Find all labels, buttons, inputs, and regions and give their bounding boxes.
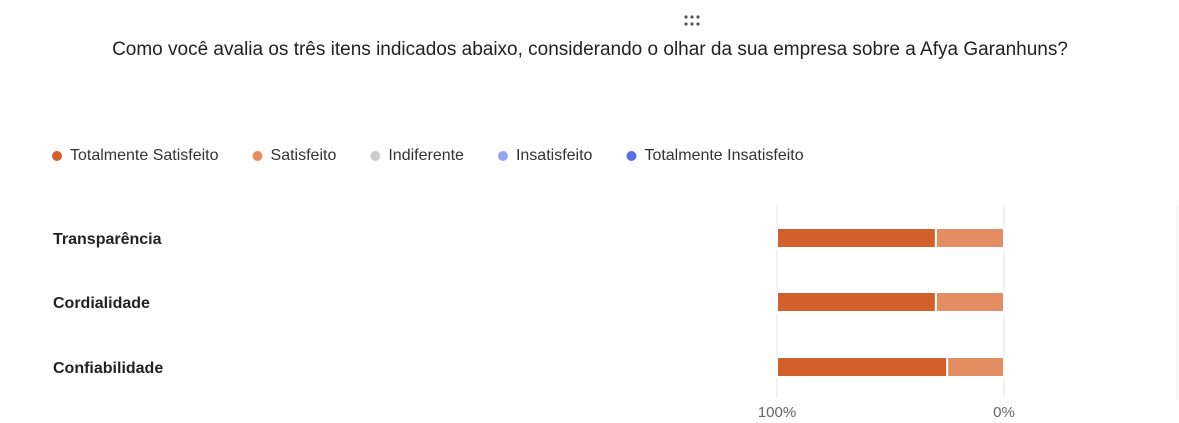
drag-handle[interactable] (684, 15, 700, 26)
x-tick-label: 0% (993, 404, 1015, 421)
legend-label: Satisfeito (271, 147, 337, 164)
legend-label: Indiferente (388, 147, 464, 164)
legend-label: Totalmente Insatisfeito (644, 147, 803, 164)
bar-segment (934, 227, 1006, 249)
legend-marker (626, 151, 637, 161)
bar-segment (934, 291, 1006, 313)
legend-marker (370, 151, 381, 161)
category-label: Cordialidade (53, 295, 150, 312)
legend-marker (52, 151, 62, 161)
chart-title: Como você avalia os três itens indicados… (112, 39, 1068, 60)
bar-segment (776, 291, 937, 313)
bar-segment (946, 356, 1005, 378)
bar-segment (776, 227, 937, 249)
category-label: Confiabilidade (53, 360, 163, 377)
legend-marker (497, 151, 508, 161)
category-label: Transparência (53, 231, 162, 248)
x-tick-label: 100% (758, 404, 796, 421)
legend-label: Insatisfeito (516, 147, 593, 164)
legend-label: Totalmente Satisfeito (70, 147, 219, 164)
legend-marker (252, 151, 263, 161)
bar-segment (776, 356, 949, 378)
